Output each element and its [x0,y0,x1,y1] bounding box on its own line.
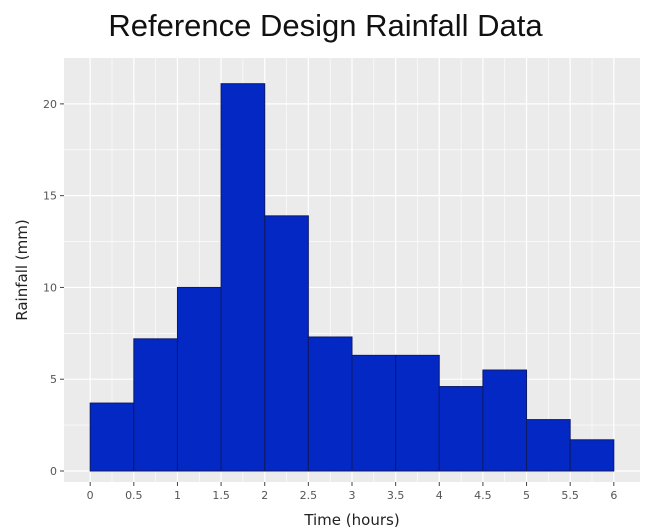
y-tick-label: 15 [43,190,57,203]
y-tick-label: 0 [50,465,57,478]
y-tick-label: 20 [43,98,57,111]
histogram-bar [569,439,615,472]
histogram-bar [264,215,309,472]
histogram-bar [482,369,528,472]
histogram-bar [89,402,135,472]
histogram-bar [176,286,222,472]
histogram-bar [526,419,571,472]
x-tick-label: 2 [261,489,268,502]
x-tick-label: 1.5 [212,489,230,502]
y-axis-ticks: 0 5 10 15 20 [43,98,64,478]
x-tick-label: 4 [436,489,443,502]
histogram-bar [351,354,397,472]
histogram-bar [307,336,353,472]
x-axis-title: Time (hours) [303,511,399,529]
y-axis-title: Rainfall (mm) [13,219,31,320]
x-tick-label: 3.5 [387,489,405,502]
histogram-bar [220,83,266,472]
y-tick-label: 10 [43,281,57,294]
y-tick-label: 5 [50,373,57,386]
x-tick-label: 5 [523,489,530,502]
bars [89,83,615,472]
x-tick-label: 0.5 [125,489,143,502]
histogram-bar [438,386,484,472]
x-tick-label: 4.5 [474,489,492,502]
histogram-bar [133,338,178,472]
x-tick-label: 3 [349,489,356,502]
x-tick-label: 6 [610,489,617,502]
x-tick-label: 0 [87,489,94,502]
x-axis-ticks: 0 0.5 1 1.5 2 2.5 3 3.5 4 4.5 5 5.5 6 [87,482,617,502]
histogram-bar [395,354,440,472]
x-tick-label: 5.5 [561,489,579,502]
x-tick-label: 1 [174,489,181,502]
chart-title: Reference Design Rainfall Data [108,8,543,43]
x-tick-label: 2.5 [300,489,318,502]
